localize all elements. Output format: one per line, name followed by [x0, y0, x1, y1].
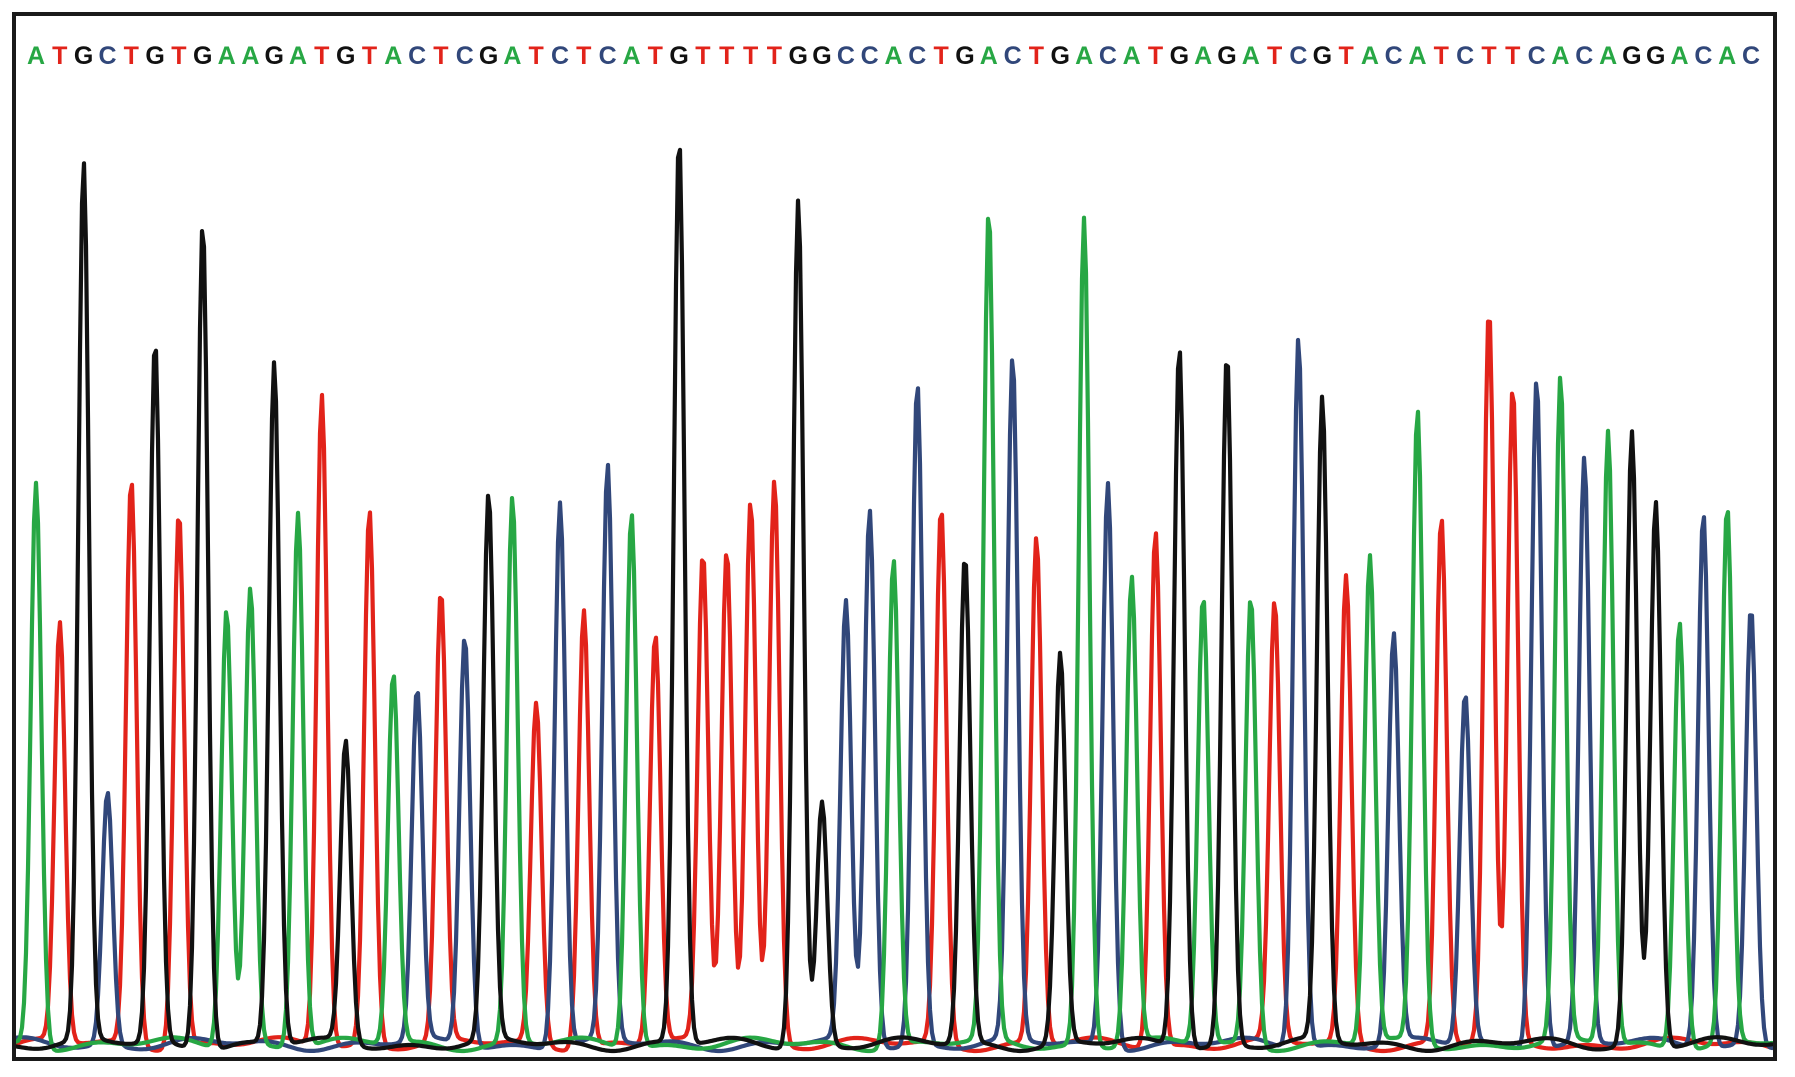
base-call-1: A — [27, 42, 45, 70]
base-call-7: T — [171, 42, 186, 70]
base-call-43: T — [1029, 42, 1044, 70]
base-call-34: G — [812, 42, 831, 70]
base-call-47: A — [1123, 42, 1141, 70]
base-call-70: A — [1670, 42, 1688, 70]
base-call-30: T — [719, 42, 734, 70]
base-call-16: A — [384, 42, 402, 70]
base-call-45: A — [1075, 42, 1093, 70]
base-call-56: T — [1338, 42, 1353, 70]
base-call-65: A — [1551, 42, 1569, 70]
base-call-52: A — [1242, 42, 1260, 70]
base-call-17: C — [408, 42, 426, 70]
base-call-28: G — [669, 42, 688, 70]
base-call-60: T — [1434, 42, 1449, 70]
base-call-39: T — [933, 42, 948, 70]
base-call-33: G — [788, 42, 807, 70]
base-call-32: T — [767, 42, 782, 70]
base-call-18: T — [433, 42, 448, 70]
base-call-62: T — [1481, 42, 1496, 70]
base-call-27: T — [648, 42, 663, 70]
base-call-38: C — [908, 42, 926, 70]
base-call-72: A — [1718, 42, 1736, 70]
base-call-21: A — [503, 42, 521, 70]
base-call-49: G — [1170, 42, 1189, 70]
base-call-68: G — [1622, 42, 1641, 70]
base-call-23: C — [551, 42, 569, 70]
base-call-6: G — [145, 42, 164, 70]
base-call-9: A — [218, 42, 236, 70]
base-call-2: T — [52, 42, 67, 70]
base-call-11: G — [264, 42, 283, 70]
base-call-69: G — [1646, 42, 1665, 70]
base-call-13: T — [314, 42, 329, 70]
base-call-63: T — [1505, 42, 1520, 70]
base-call-55: G — [1313, 42, 1332, 70]
base-call-71: C — [1694, 42, 1712, 70]
base-call-59: A — [1408, 42, 1426, 70]
base-call-29: T — [695, 42, 710, 70]
trace-c-blue — [16, 337, 1773, 1054]
base-call-46: C — [1099, 42, 1117, 70]
base-call-10: A — [241, 42, 259, 70]
base-call-20: G — [479, 42, 498, 70]
base-call-5: T — [124, 42, 139, 70]
base-call-40: G — [955, 42, 974, 70]
base-call-57: A — [1361, 42, 1379, 70]
base-call-4: C — [98, 42, 116, 70]
base-call-14: G — [336, 42, 355, 70]
base-call-36: C — [861, 42, 879, 70]
trace-g-black — [16, 147, 1773, 1054]
base-call-51: G — [1217, 42, 1236, 70]
trace-a-green — [16, 215, 1773, 1054]
base-call-50: A — [1194, 42, 1212, 70]
base-call-35: C — [837, 42, 855, 70]
base-call-66: C — [1575, 42, 1593, 70]
base-call-37: A — [884, 42, 902, 70]
base-call-53: T — [1267, 42, 1282, 70]
base-call-48: T — [1148, 42, 1163, 70]
base-call-15: T — [362, 42, 377, 70]
base-call-22: T — [529, 42, 544, 70]
base-call-61: C — [1456, 42, 1474, 70]
base-call-26: A — [622, 42, 640, 70]
base-call-24: T — [576, 42, 591, 70]
base-call-31: T — [743, 42, 758, 70]
base-call-8: G — [193, 42, 212, 70]
base-call-25: C — [599, 42, 617, 70]
base-call-58: C — [1385, 42, 1403, 70]
base-call-41: A — [980, 42, 998, 70]
base-call-44: G — [1050, 42, 1069, 70]
base-call-3: G — [74, 42, 93, 70]
trace-layer — [16, 147, 1773, 1054]
base-call-64: C — [1528, 42, 1546, 70]
base-call-73: C — [1742, 42, 1760, 70]
base-call-12: A — [289, 42, 307, 70]
base-call-42: C — [1004, 42, 1022, 70]
base-call-67: A — [1599, 42, 1617, 70]
base-call-54: C — [1289, 42, 1307, 70]
base-call-19: C — [456, 42, 474, 70]
